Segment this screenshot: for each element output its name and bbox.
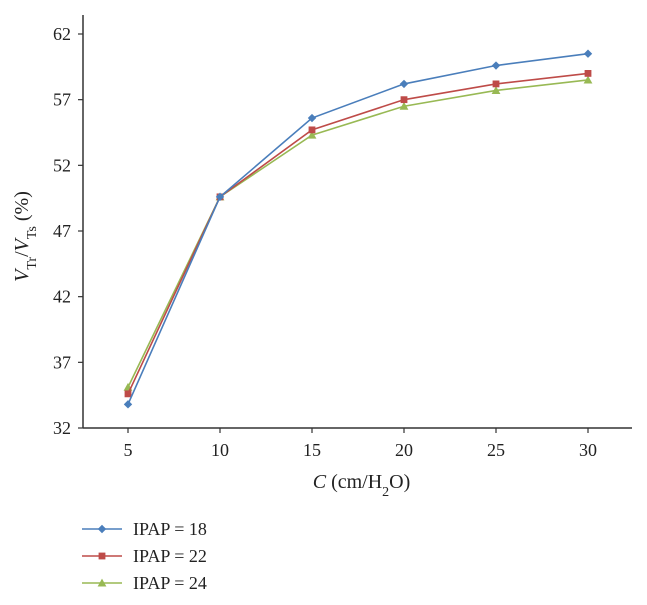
chart-axes (82, 15, 632, 429)
legend-marker (98, 552, 106, 560)
x-tick-label: 25 (487, 440, 505, 460)
y-tick-label: 52 (53, 155, 71, 175)
legend-marker (97, 524, 107, 534)
legend-item: IPAP = 24 (82, 573, 207, 593)
data-point (215, 192, 225, 202)
x-tick-label: 5 (124, 440, 133, 460)
y-tick-label: 57 (53, 90, 71, 110)
data-point (124, 390, 132, 398)
series-ipap-18 (123, 49, 593, 409)
legend-label: IPAP = 22 (133, 546, 207, 566)
data-point (583, 75, 593, 84)
legend-marker (97, 578, 107, 587)
series-line (127, 52, 589, 405)
y-tick-label: 37 (53, 352, 71, 372)
data-point (583, 49, 593, 58)
y-tick-label: 42 (53, 287, 71, 307)
legend-item: IPAP = 18 (82, 519, 207, 539)
data-point (584, 70, 592, 77)
data-point (307, 113, 317, 123)
x-tick-label: 15 (303, 440, 321, 460)
y-tick-label: 32 (53, 418, 71, 438)
data-point (491, 86, 501, 94)
data-point (492, 80, 500, 88)
x-tick-label: 10 (211, 440, 229, 460)
data-point (400, 96, 408, 104)
data-point (307, 130, 317, 139)
series-layer (123, 49, 593, 409)
data-point (399, 101, 409, 110)
legend-label: IPAP = 24 (133, 573, 207, 593)
series-ipap-24 (123, 75, 593, 391)
data-point (491, 61, 501, 70)
legend-label: IPAP = 18 (133, 519, 207, 539)
series-line (127, 79, 589, 388)
data-point (308, 126, 316, 134)
x-tick-label: 30 (579, 440, 597, 460)
chart-legend: IPAP = 18 IPAP = 22 IPAP = 24 (82, 519, 207, 593)
y-tick-label: 62 (53, 24, 71, 44)
y-tick-label: 47 (53, 221, 71, 241)
y-axis-ticks: 32 37 42 47 52 57 62 (53, 24, 83, 438)
x-tick-label: 20 (395, 440, 413, 460)
series-ipap-22 (124, 70, 592, 398)
data-point (399, 79, 409, 89)
x-axis-title: C (cm/H2O) (313, 471, 411, 500)
data-point (123, 400, 133, 409)
x-axis-ticks: 5 10 15 20 25 30 (124, 428, 597, 460)
legend-item: IPAP = 22 (82, 546, 207, 566)
y-axis-title: VTr/VTs (%) (11, 191, 40, 282)
